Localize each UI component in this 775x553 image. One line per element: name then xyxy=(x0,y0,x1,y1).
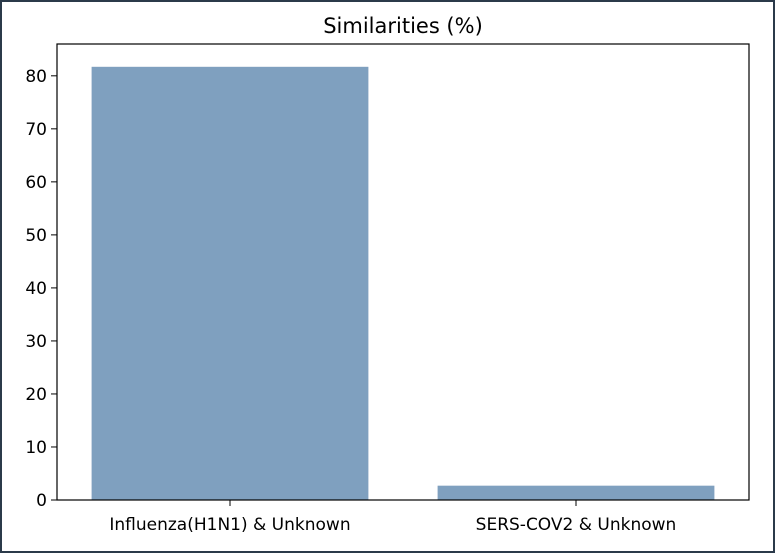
y-tick-label: 0 xyxy=(36,491,47,511)
x-tick-label: Influenza(H1N1) & Unknown xyxy=(109,515,350,535)
y-tick-label: 60 xyxy=(25,173,47,193)
x-axis: Influenza(H1N1) & Unknown SERS-COV2 & Unk… xyxy=(109,500,676,535)
y-tick-label: 70 xyxy=(25,120,47,140)
x-tick-label: SERS-COV2 & Unknown xyxy=(476,515,677,535)
bars-group xyxy=(91,66,715,501)
y-tick-label: 10 xyxy=(25,438,47,458)
y-tick-label: 80 xyxy=(25,67,47,87)
y-tick-label: 40 xyxy=(25,279,47,299)
y-tick-label: 50 xyxy=(25,226,47,246)
chart-title: Similarities (%) xyxy=(323,14,483,38)
y-tick-label: 30 xyxy=(25,332,47,352)
y-tick-label: 20 xyxy=(25,385,47,405)
y-axis: 0 10 20 30 40 50 60 70 80 xyxy=(25,67,57,511)
bar-1 xyxy=(437,485,715,500)
plot-area-border xyxy=(56,43,750,501)
bar-0 xyxy=(91,66,369,501)
